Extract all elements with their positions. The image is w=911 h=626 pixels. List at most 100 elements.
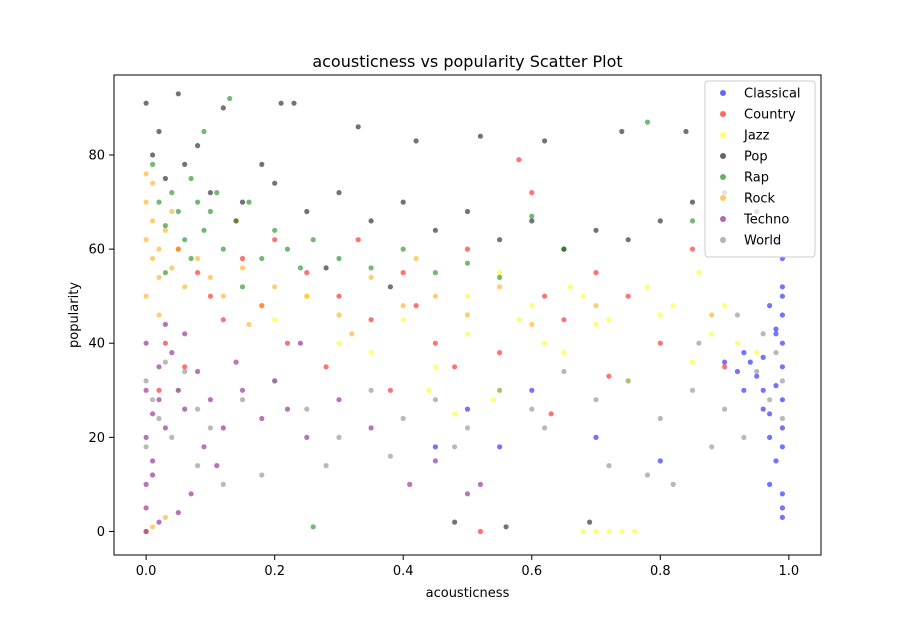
data-point [606, 317, 612, 323]
data-point [400, 415, 406, 422]
data-point [278, 100, 284, 106]
data-point [175, 246, 181, 252]
data-point [162, 223, 168, 229]
data-point [567, 284, 573, 290]
data-point [220, 105, 226, 111]
data-point [760, 406, 766, 412]
data-point [143, 528, 149, 535]
data-point [477, 481, 483, 487]
data-point [779, 514, 786, 521]
data-point [207, 397, 213, 403]
data-point [413, 255, 419, 262]
data-point [779, 491, 786, 497]
y-tick-label: 60 [88, 243, 105, 258]
chart-title: acousticness vs popularity Scatter Plot [312, 52, 622, 71]
data-point [368, 265, 374, 271]
data-point [162, 340, 168, 346]
data-point [580, 293, 586, 299]
data-point [548, 411, 554, 417]
data-point [542, 293, 548, 299]
data-point [413, 303, 419, 309]
data-point [323, 265, 329, 271]
data-point [272, 227, 278, 233]
data-point [503, 524, 509, 530]
data-point [709, 331, 715, 337]
data-point [175, 509, 181, 516]
data-point [773, 350, 779, 356]
data-point [162, 227, 168, 233]
data-point [239, 255, 246, 262]
legend-label: Classical [744, 87, 801, 102]
data-point [175, 208, 181, 215]
data-point [195, 255, 201, 262]
data-point [779, 340, 786, 346]
y-tick-label: 40 [88, 337, 105, 352]
data-point [368, 425, 374, 431]
data-point [657, 415, 663, 422]
data-point [760, 354, 766, 360]
data-point [162, 321, 168, 327]
data-point [336, 190, 342, 196]
data-point [400, 246, 406, 252]
data-point [297, 340, 303, 346]
data-point [407, 481, 413, 487]
data-point [779, 415, 786, 422]
data-point [464, 406, 471, 412]
legend-marker [720, 132, 726, 138]
data-point [516, 157, 522, 163]
data-point [696, 340, 702, 346]
data-point [195, 463, 201, 469]
y-axis-label: popularity [67, 282, 82, 348]
data-point [747, 359, 753, 365]
data-point [529, 218, 535, 224]
data-point [754, 368, 760, 375]
data-point [150, 255, 156, 262]
data-point [156, 246, 162, 252]
data-point [220, 246, 226, 252]
x-tick-label: 0.0 [136, 564, 157, 579]
data-point [143, 434, 149, 440]
data-point [452, 411, 458, 417]
data-point [272, 180, 278, 186]
data-point [143, 293, 149, 299]
data-point [291, 100, 297, 106]
data-point [259, 415, 265, 422]
data-point [150, 524, 156, 530]
legend-marker [720, 111, 726, 117]
data-point [587, 519, 593, 525]
data-point [657, 458, 663, 464]
data-point [182, 161, 188, 167]
data-point [207, 190, 213, 196]
data-point [773, 326, 779, 332]
legend-label: Rap [744, 171, 769, 186]
series-rap [150, 95, 696, 530]
data-point [304, 270, 310, 276]
data-point [220, 293, 226, 299]
data-point [336, 397, 342, 403]
data-point [368, 350, 374, 356]
data-point [657, 312, 663, 318]
data-point [150, 218, 156, 224]
data-point [657, 340, 663, 346]
data-point [561, 350, 567, 356]
y-tick-label: 0 [97, 525, 105, 540]
data-point [387, 453, 393, 459]
legend-label: Country [744, 108, 796, 123]
data-point [779, 397, 786, 403]
data-point [207, 274, 213, 280]
data-point [644, 472, 651, 478]
data-point [529, 303, 535, 309]
data-point [452, 519, 458, 525]
data-point [657, 218, 663, 224]
legend: Classical Country Jazz Pop Rap Rock Techno Worl… [704, 80, 816, 258]
data-point [323, 364, 329, 370]
data-point [246, 199, 252, 205]
data-point [689, 387, 696, 393]
data-point [632, 528, 638, 535]
data-point [561, 246, 567, 252]
data-point [516, 317, 522, 323]
data-point [542, 340, 548, 346]
data-point [182, 284, 188, 290]
data-point [150, 397, 156, 403]
